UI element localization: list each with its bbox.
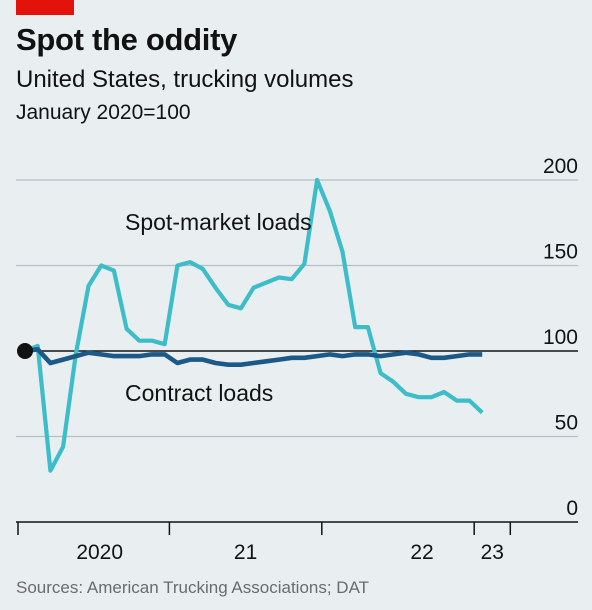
chart-subtitle: United States, trucking volumes	[16, 66, 354, 93]
x-tick-label: 2020	[76, 541, 123, 564]
y-tick-label: 150	[543, 241, 578, 264]
y-tick-label: 200	[543, 155, 578, 178]
chart-title: Spot the oddity	[16, 22, 238, 57]
y-axis-ticks: 0 50 100 150 200	[543, 155, 578, 520]
y-tick-label: 100	[543, 326, 578, 349]
gridlines	[16, 179, 578, 438]
index-start-dot	[17, 343, 33, 359]
x-tick-label: 22	[410, 541, 433, 564]
x-axis: 2020 21 22 23	[16, 521, 578, 564]
x-tick-label: 23	[481, 541, 504, 564]
line-chart: 0 50 100 150 200 2020 21 22 23 Spot-market load…	[16, 155, 578, 564]
spot-market-loads-label: Spot-market loads	[125, 209, 312, 235]
brand-red-tag	[16, 0, 74, 15]
series-lines	[17, 177, 484, 473]
contract-loads-line	[24, 347, 483, 367]
y-tick-label: 50	[555, 412, 578, 435]
spot-market-loads-line	[24, 177, 484, 473]
chart-unit-label: January 2020=100	[16, 101, 191, 124]
contract-loads-label: Contract loads	[125, 380, 273, 406]
y-tick-label: 0	[566, 497, 578, 520]
x-tick-label: 21	[234, 541, 257, 564]
source-note: Sources: American Trucking Associations;…	[16, 578, 370, 597]
